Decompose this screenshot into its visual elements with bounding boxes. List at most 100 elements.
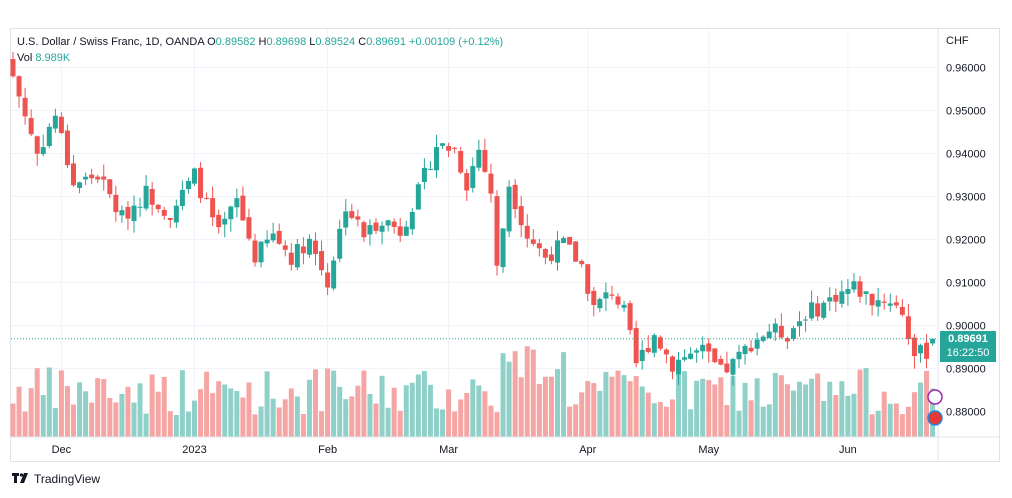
volume-bar <box>161 376 167 437</box>
volume-bar <box>766 404 772 437</box>
volume-bar <box>669 399 675 437</box>
volume-bar <box>542 376 548 437</box>
candle-body <box>167 217 173 220</box>
volume-bar <box>839 381 845 437</box>
candle-body <box>887 303 893 306</box>
volume-bar <box>46 367 52 437</box>
volume-bar <box>216 381 222 437</box>
candle-body <box>258 241 264 263</box>
volume-bar <box>34 368 40 437</box>
volume-bar <box>258 406 264 437</box>
candle-body <box>603 292 609 299</box>
x-tick-label: 2023 <box>182 444 206 456</box>
volume-bar <box>40 395 46 437</box>
candle-body <box>712 348 718 363</box>
volume-bar <box>772 372 778 437</box>
candle-body <box>264 239 270 244</box>
candle-body <box>633 328 639 364</box>
candle-body <box>143 185 149 209</box>
candle-body <box>851 281 857 290</box>
volume-bar <box>113 402 119 437</box>
symbol-title: U.S. Dollar / Swiss Franc, 1D, OANDA <box>17 36 205 48</box>
close-label: C <box>358 36 367 48</box>
volume-bar <box>718 377 724 437</box>
candle-body <box>325 272 331 288</box>
candle-body <box>107 179 113 195</box>
candle-body <box>627 303 633 331</box>
volume-bar <box>821 400 827 437</box>
x-tick-label: Apr <box>579 444 596 456</box>
volume-bar <box>555 369 560 437</box>
volume-bar <box>228 388 234 437</box>
volume-bar <box>790 390 796 437</box>
volume-bar <box>754 378 760 437</box>
volume-bar <box>476 385 482 437</box>
volume-bar <box>621 375 627 437</box>
candle-body <box>905 316 911 340</box>
candle-body <box>694 350 700 353</box>
volume-bar <box>185 411 191 437</box>
volume-bar <box>415 374 421 437</box>
candle-body <box>355 216 361 220</box>
volume-bar <box>676 369 681 437</box>
candle-body <box>736 351 742 360</box>
y-tick-label: 0.96000 <box>946 63 986 75</box>
volume-bar <box>591 383 597 437</box>
candle-body <box>790 328 796 339</box>
volume-bar <box>325 368 331 437</box>
candle-body <box>149 188 155 205</box>
candle-body <box>446 146 452 151</box>
candle-body <box>222 218 228 225</box>
volume-bar <box>440 409 446 437</box>
candle-body <box>246 217 252 239</box>
volume-bar <box>688 409 694 437</box>
candle-body <box>300 246 306 254</box>
high-value: 0.89698 <box>266 36 307 48</box>
volume-bar <box>482 391 488 437</box>
volume-bar <box>246 382 252 437</box>
volume-bar <box>682 371 688 437</box>
y-tick-label: 0.95000 <box>946 106 986 118</box>
volume-bar <box>633 376 639 437</box>
candle-body <box>210 198 216 218</box>
volume-bar <box>518 377 524 437</box>
candle-body <box>276 230 282 244</box>
volume-bar <box>252 414 258 437</box>
volume-bar <box>924 370 930 437</box>
candle-body <box>730 359 736 375</box>
candle-body <box>597 299 603 309</box>
candle-body <box>706 343 712 352</box>
candle-body <box>421 167 427 183</box>
volume-bar <box>337 386 343 437</box>
volume-bar <box>470 379 476 437</box>
candle-body <box>52 115 58 129</box>
y-tick-label: 0.90000 <box>946 321 986 333</box>
candle-body <box>676 359 681 375</box>
volume-bar <box>28 388 34 437</box>
volume-bar <box>397 410 403 437</box>
candle-body <box>524 225 530 239</box>
candle-body <box>682 357 688 360</box>
footer-brand[interactable]: TradingView <box>12 472 100 486</box>
volume-bar <box>833 395 839 437</box>
candle-body <box>34 136 40 154</box>
candle-body <box>930 338 936 344</box>
volume-bar <box>452 411 458 437</box>
candle-body <box>573 241 579 262</box>
volume-bar <box>597 390 603 437</box>
candle-body <box>536 243 542 249</box>
volume-bar <box>16 386 22 437</box>
candle-body <box>918 345 923 354</box>
candle-body <box>476 149 482 168</box>
candle-body <box>555 240 560 263</box>
candle-body <box>10 59 16 77</box>
volume-bar <box>319 411 325 437</box>
candle-body <box>803 319 809 321</box>
volume-bar <box>64 386 70 437</box>
volume-value: 8.989K <box>35 52 71 64</box>
volume-bar <box>137 383 143 437</box>
volume-bar <box>712 384 718 437</box>
candle-body <box>875 300 881 307</box>
candle-body <box>415 184 421 210</box>
